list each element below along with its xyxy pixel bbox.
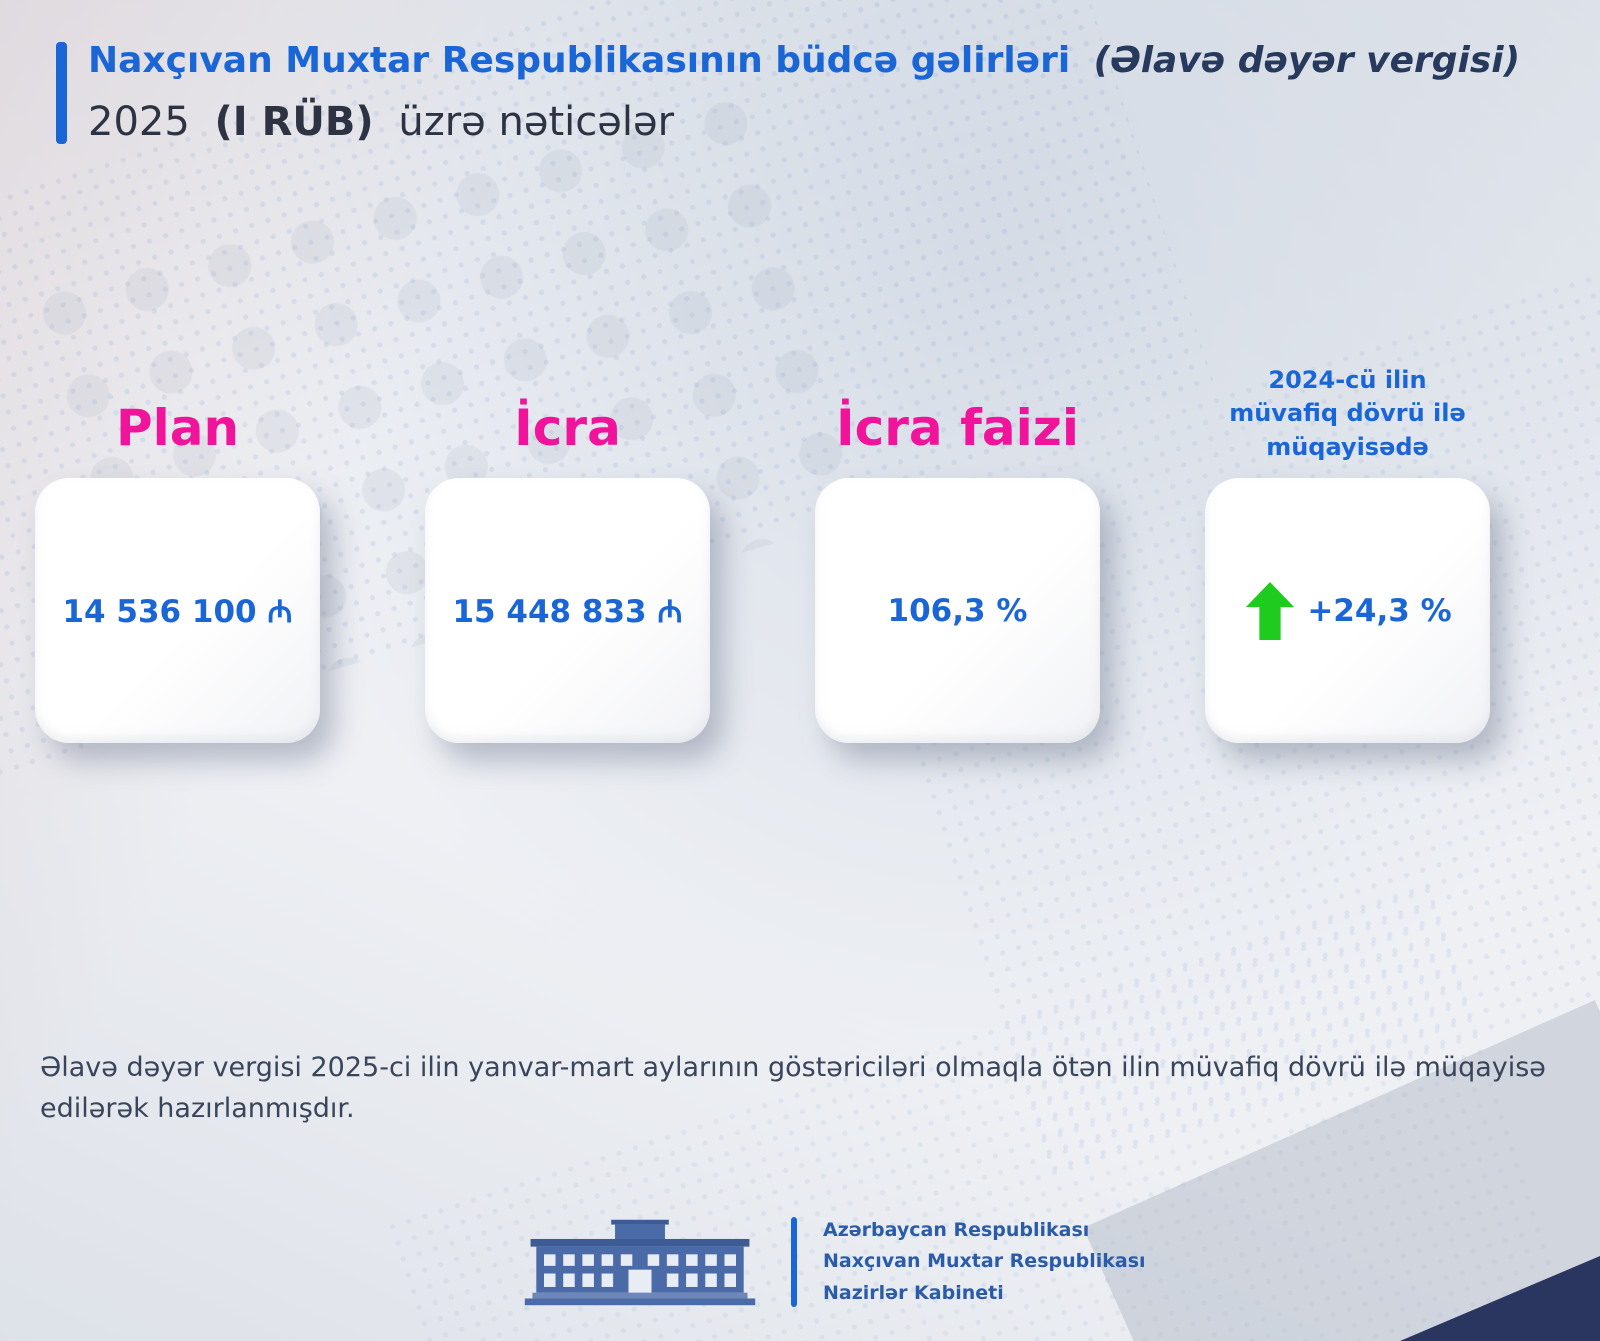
- plan-value: 14 536 100 ₼: [62, 593, 293, 630]
- subtitle-rest: üzrə nəticələr: [398, 98, 675, 145]
- green-up-arrow-icon: [1246, 581, 1295, 640]
- page-title-main: Naxçıvan Muxtar Respublikasının büdcə gə…: [88, 40, 1071, 81]
- column-icra: İcra 15 448 833 ₼: [425, 352, 710, 743]
- icra-value: 15 448 833 ₼: [452, 593, 683, 630]
- comparison-value: +24,3 %: [1307, 592, 1452, 629]
- title-accent-bar: [56, 42, 67, 144]
- government-building-icon: [524, 1219, 756, 1306]
- icra-faizi-value: 106,3 %: [887, 592, 1028, 629]
- column-comparison: 2024-cü ilin müvafiq dövrü ilə müqayisəd…: [1205, 352, 1490, 743]
- footnote-text: Əlavə dəyər vergisi 2025-ci ilin yanvar-…: [40, 1052, 1546, 1124]
- value-card-icra-faizi: 106,3 %: [815, 478, 1100, 743]
- subtitle-quarter: (I RÜB): [214, 98, 374, 145]
- value-card-comparison: +24,3 %: [1205, 478, 1490, 743]
- footer: Azərbaycan Respublikası Naxçıvan Muxtar …: [515, 1214, 1146, 1310]
- value-card-plan: 14 536 100 ₼: [35, 478, 320, 743]
- subtitle-year: 2025: [88, 98, 190, 145]
- page-subtitle: 2025 (I RÜB) üzrə nəticələr: [88, 99, 1548, 145]
- org-line-1: Azərbaycan Respublikası: [823, 1218, 1090, 1241]
- column-plan: Plan 14 536 100 ₼: [35, 352, 320, 743]
- org-line-2: Naxçıvan Muxtar Respublikası: [823, 1250, 1146, 1273]
- organization-name: Azərbaycan Respublikası Naxçıvan Muxtar …: [823, 1215, 1146, 1309]
- page-title-note: (Əlavə dəyər vergisi): [1093, 40, 1521, 81]
- header: Naxçıvan Muxtar Respublikasının büdcə gə…: [88, 38, 1548, 145]
- column-heading-comparison: 2024-cü ilin müvafiq dövrü ilə müqayisəd…: [1229, 365, 1466, 461]
- footer-divider: [791, 1217, 797, 1307]
- org-line-3: Nazirlər Kabineti: [823, 1281, 1004, 1304]
- column-heading-icra-faizi: İcra faizi: [836, 399, 1079, 457]
- column-heading-plan: Plan: [115, 399, 240, 457]
- page-title: Naxçıvan Muxtar Respublikasının büdcə gə…: [88, 38, 1548, 85]
- value-card-icra: 15 448 833 ₼: [425, 478, 710, 743]
- column-heading-icra: İcra: [514, 399, 621, 457]
- column-icra-faizi: İcra faizi 106,3 %: [815, 352, 1100, 743]
